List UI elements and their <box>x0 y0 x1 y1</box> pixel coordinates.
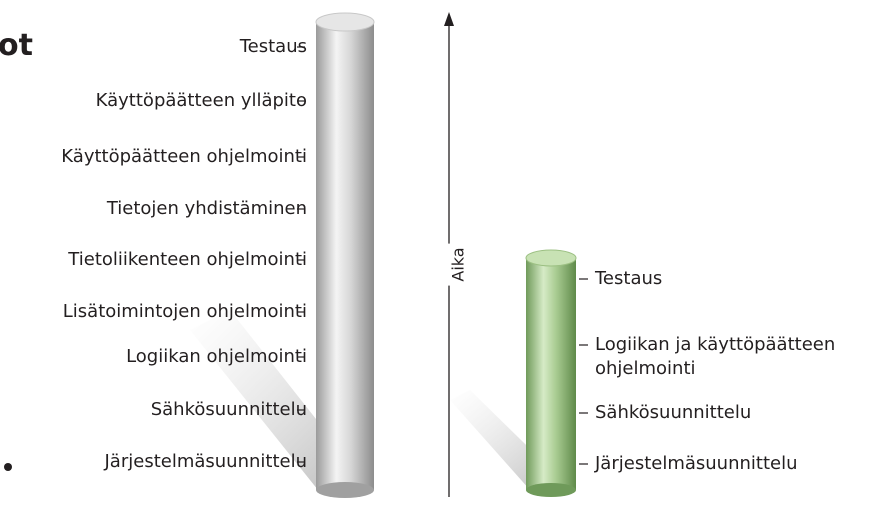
heading: ot <box>0 28 33 63</box>
stage-label: Logiikan ja käyttöpäätteen ohjelmointi <box>595 333 880 381</box>
stage-label: Sähkösuunnittelu <box>151 398 307 422</box>
stage-label: Lisätoimintojen ohjelmointi <box>63 300 307 324</box>
cylinder-top <box>316 13 374 31</box>
stage-label: Tietoliikenteen ohjelmointi <box>68 248 307 272</box>
stage-label: Käyttöpäätteen ylläpito <box>96 89 307 113</box>
stage-label: Järjestelmäsuunnittelu <box>595 452 880 476</box>
gray-cylinder <box>316 22 374 490</box>
bullet <box>4 463 12 471</box>
stage-label: Käyttöpäätteen ohjelmointi <box>61 145 307 169</box>
cylinder-base <box>316 482 374 498</box>
stage-label: Testaus <box>595 267 880 291</box>
green-cylinder <box>526 258 576 490</box>
stage-label: Logiikan ohjelmointi <box>126 345 307 369</box>
arrow-head <box>444 12 454 26</box>
stage-label: Testaus <box>240 35 307 59</box>
stage-label: Tietojen yhdistäminen <box>107 197 307 221</box>
diagram: ot Aika Testaus Käyttöpäätteen ylläpito Kä… <box>0 0 882 505</box>
stage-label: Järjestelmäsuunnittelu <box>105 450 308 474</box>
cylinder-base <box>526 483 576 497</box>
axis-label: Aika <box>447 243 470 285</box>
stage-label: Sähkösuunnittelu <box>595 401 880 425</box>
cylinder-top <box>526 250 576 266</box>
